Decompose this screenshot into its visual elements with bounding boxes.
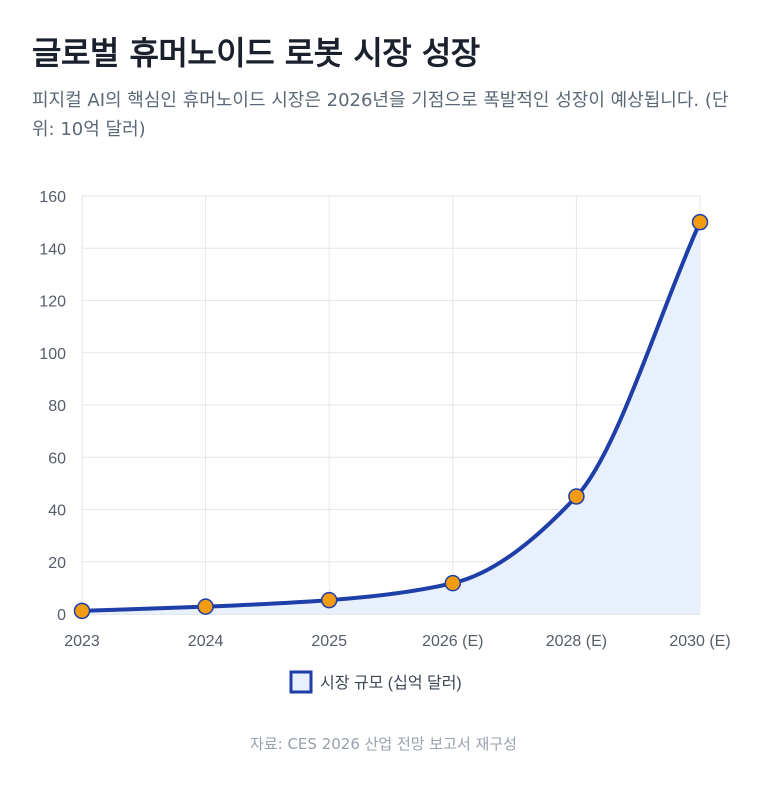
x-axis-ticks: 2023 2024 2025 2026 (E) 2028 (E) 2030 (E)	[64, 633, 730, 650]
data-point[interactable]	[444, 574, 462, 592]
y-tick-label: 100	[39, 346, 66, 363]
data-point[interactable]	[73, 602, 91, 620]
y-tick-label: 40	[48, 503, 66, 520]
x-tick-label: 2025	[311, 633, 347, 650]
x-tick-label: 2028 (E)	[546, 633, 607, 650]
legend-swatch[interactable]	[289, 670, 313, 694]
legend-label[interactable]: 시장 규모 (십억 달러)	[320, 674, 462, 692]
area-layer	[82, 222, 700, 614]
y-tick-label: 120	[39, 294, 66, 311]
data-point[interactable]	[320, 591, 338, 609]
y-tick-label: 0	[57, 607, 66, 624]
y-tick-label: 60	[48, 450, 66, 467]
x-tick-label: 2026 (E)	[422, 633, 483, 650]
x-tick-label: 2023	[64, 633, 100, 650]
data-point[interactable]	[691, 213, 709, 231]
y-tick-label: 160	[39, 189, 66, 206]
x-tick-label: 2024	[188, 633, 224, 650]
page-subtitle: 피지컬 AI의 핵심인 휴머노이드 시장은 2026년을 기점으로 폭발적인 성…	[32, 90, 729, 140]
chart-legend[interactable]: 시장 규모 (십억 달러)	[289, 670, 462, 694]
y-tick-label: 80	[48, 398, 66, 415]
data-point[interactable]	[197, 598, 214, 615]
x-tick-label: 2030 (E)	[669, 633, 730, 650]
y-tick-label: 140	[39, 241, 66, 258]
y-axis-ticks: 0 20 40 60 80 100 120 140 160	[39, 189, 66, 624]
point-layer	[73, 213, 709, 620]
source-note: 자료: CES 2026 산업 전망 보고서 재구성	[250, 735, 517, 753]
market-growth-chart: 0 20 40 60 80 100 120 140 160 2023 2024 2025 2026 (…	[39, 189, 731, 694]
page-title: 글로벌 휴머노이드 로봇 시장 성장	[32, 34, 480, 72]
series-area	[82, 222, 700, 614]
y-tick-label: 20	[48, 555, 66, 572]
data-point[interactable]	[568, 488, 585, 505]
